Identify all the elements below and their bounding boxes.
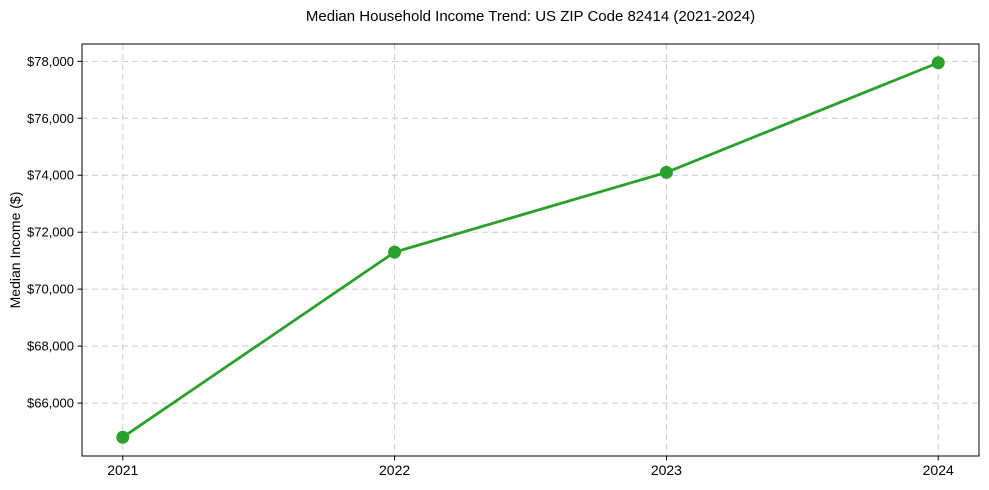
y-tick-label: $70,000 xyxy=(27,282,74,297)
data-point-marker xyxy=(388,245,402,259)
x-tick-label: 2023 xyxy=(651,462,682,478)
x-tick-label: 2022 xyxy=(379,462,410,478)
x-tick-label: 2024 xyxy=(923,462,954,478)
data-point-marker xyxy=(116,430,130,444)
data-point-marker xyxy=(659,165,673,179)
y-tick-label: $68,000 xyxy=(27,339,74,354)
data-point-marker xyxy=(931,56,945,70)
x-tick-label: 2021 xyxy=(107,462,138,478)
y-tick-label: $74,000 xyxy=(27,168,74,183)
trend-line xyxy=(121,61,940,439)
y-tick-label: $76,000 xyxy=(27,111,74,126)
y-tick-label: $66,000 xyxy=(27,396,74,411)
plot-border xyxy=(81,43,980,457)
y-tick-label: $78,000 xyxy=(27,54,74,69)
y-tick-label: $72,000 xyxy=(27,225,74,240)
chart-title: Median Household Income Trend: US ZIP Co… xyxy=(305,8,756,25)
